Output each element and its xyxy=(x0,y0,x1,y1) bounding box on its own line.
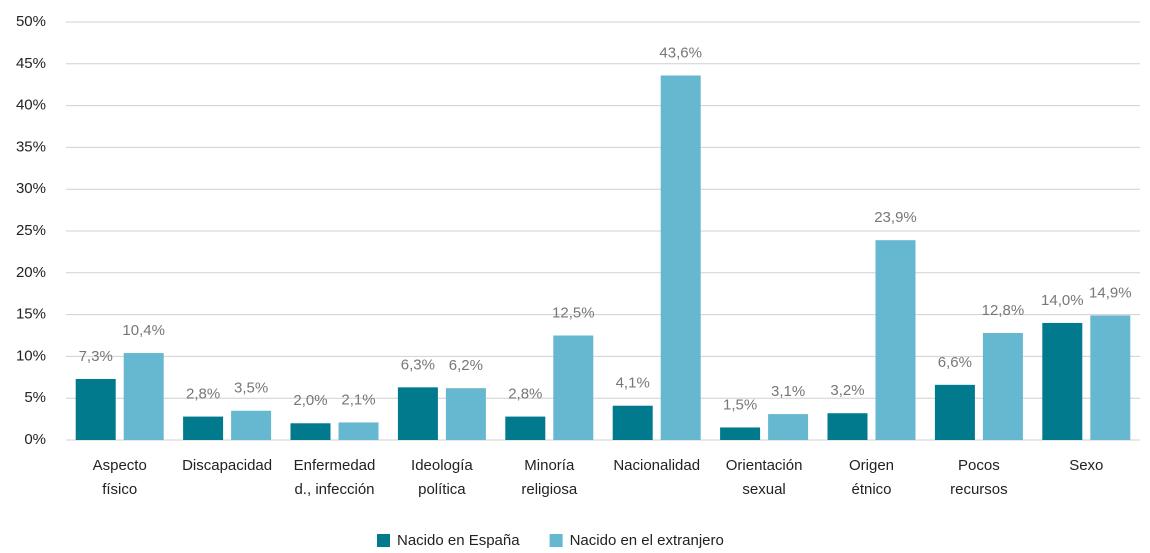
y-tick-label: 35% xyxy=(16,138,46,155)
value-label: 2,8% xyxy=(186,386,220,403)
value-label: 1,5% xyxy=(723,396,757,413)
y-tick-label: 40% xyxy=(16,97,46,114)
x-tick-label: Aspecto físico xyxy=(93,457,147,498)
y-tick-label: 10% xyxy=(16,347,46,364)
value-label: 6,3% xyxy=(401,356,435,373)
value-label: 2,0% xyxy=(293,392,327,409)
bar xyxy=(397,387,438,440)
x-tick-label: Pocos recursos xyxy=(950,457,1008,498)
bar xyxy=(612,405,653,440)
legend-label: Nacido en España xyxy=(397,532,520,549)
y-tick-label: 50% xyxy=(16,13,46,30)
x-tick-label: Orientación sexual xyxy=(726,457,803,498)
value-label: 6,2% xyxy=(449,357,483,374)
y-tick-label: 5% xyxy=(24,389,46,406)
bar xyxy=(934,384,975,440)
value-label: 3,2% xyxy=(830,382,864,399)
value-label: 6,6% xyxy=(938,354,972,371)
value-label: 23,9% xyxy=(874,209,917,226)
value-label: 7,3% xyxy=(79,348,113,365)
value-label: 3,5% xyxy=(234,380,268,397)
y-tick-label: 25% xyxy=(16,222,46,239)
value-label: 14,9% xyxy=(1089,284,1132,301)
bar xyxy=(720,427,761,440)
bar xyxy=(123,353,164,440)
bar xyxy=(1042,322,1083,440)
value-label: 2,8% xyxy=(508,386,542,403)
bar xyxy=(827,413,868,440)
bar xyxy=(1090,315,1131,440)
x-tick-label: Minoría religiosa xyxy=(521,457,578,498)
value-label: 4,1% xyxy=(616,375,650,392)
bar xyxy=(231,410,272,440)
value-label: 12,5% xyxy=(552,304,595,321)
y-tick-label: 15% xyxy=(16,306,46,323)
x-tick-label: Enfermedad d., infección xyxy=(294,457,376,498)
value-label: 10,4% xyxy=(122,322,165,339)
y-tick-label: 20% xyxy=(16,264,46,281)
x-tick-label: Ideología política xyxy=(411,457,473,498)
value-label: 3,1% xyxy=(771,383,805,400)
legend-swatch xyxy=(549,534,563,547)
bar xyxy=(553,335,594,440)
y-tick-label: 45% xyxy=(16,55,46,72)
x-tick-label: Origen étnico xyxy=(849,457,894,498)
bar xyxy=(183,416,224,440)
bar xyxy=(338,422,379,440)
legend-label: Nacido en el extranjero xyxy=(570,532,724,549)
bar xyxy=(660,75,701,440)
bar xyxy=(875,240,916,440)
value-label: 43,6% xyxy=(659,44,702,61)
bar xyxy=(505,416,546,440)
bar xyxy=(445,388,486,440)
value-label: 2,1% xyxy=(341,391,375,408)
y-tick-label: 30% xyxy=(16,180,46,197)
bar xyxy=(982,332,1023,440)
x-tick-label: Nacionalidad xyxy=(613,457,700,474)
x-tick-label: Sexo xyxy=(1069,457,1103,474)
legend-swatch xyxy=(377,534,390,547)
bar xyxy=(768,414,809,440)
bar xyxy=(75,378,116,440)
value-label: 14,0% xyxy=(1041,292,1084,309)
x-tick-label: Discapacidad xyxy=(182,457,272,474)
value-label: 12,8% xyxy=(982,302,1025,319)
y-tick-label: 0% xyxy=(24,431,46,448)
bar xyxy=(290,423,331,440)
